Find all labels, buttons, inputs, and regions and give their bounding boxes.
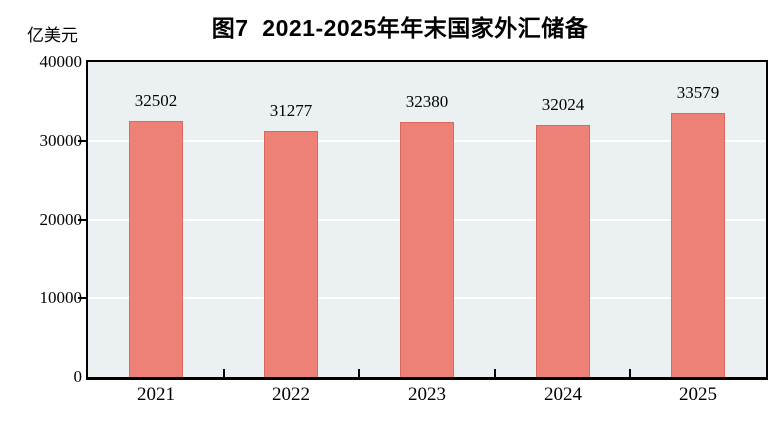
y-axis-tick-20000 [78,218,87,221]
y-axis-tick-10000 [78,297,87,300]
y-axis-unit-label: 亿美元 [27,26,78,45]
y-axis-tick-30000 [78,139,87,142]
bar-2023 [400,122,454,377]
x-axis-tick-3 [494,369,496,377]
y-axis-label-20000: 20000 [39,209,83,229]
bar-value-label-2022: 31277 [269,101,313,120]
bar-value-label-2021: 32502 [134,91,178,110]
x-axis-tick-4 [629,369,631,377]
x-axis-label-2025: 2025 [679,384,717,405]
y-axis-label-40000: 40000 [39,52,83,71]
x-axis-label-2021: 2021 [137,384,175,405]
x-axis-tick-1 [223,369,225,377]
bar-value-label-2024: 32024 [541,95,585,114]
x-axis-label-2023: 2023 [408,384,446,405]
bar-2021 [129,121,183,377]
x-axis-label-2024: 2024 [544,384,582,405]
bar-value-label-2025: 33579 [676,83,720,102]
plot-area: 32502 31277 32380 32024 33579 [78,60,768,380]
x-axis-tick-labels: 2021 2022 2023 2024 2025 [88,384,766,410]
bar-2025 [671,113,725,377]
bar-2024 [536,125,590,377]
x-axis-label-2022: 2022 [272,384,310,405]
bar-value-label-2023: 32380 [405,92,449,111]
bar-2022 [264,131,318,377]
y-axis-label-10000: 10000 [39,288,83,308]
chart-title: 图7 2021-2025年年末国家外汇储备 [211,15,589,41]
y-axis-label-0: 0 [73,367,83,386]
y-axis-label-30000: 30000 [39,130,83,150]
x-axis-tick-2 [358,369,360,377]
y-axis-tick-labels: 0 10000 20000 30000 40000 [0,52,83,386]
